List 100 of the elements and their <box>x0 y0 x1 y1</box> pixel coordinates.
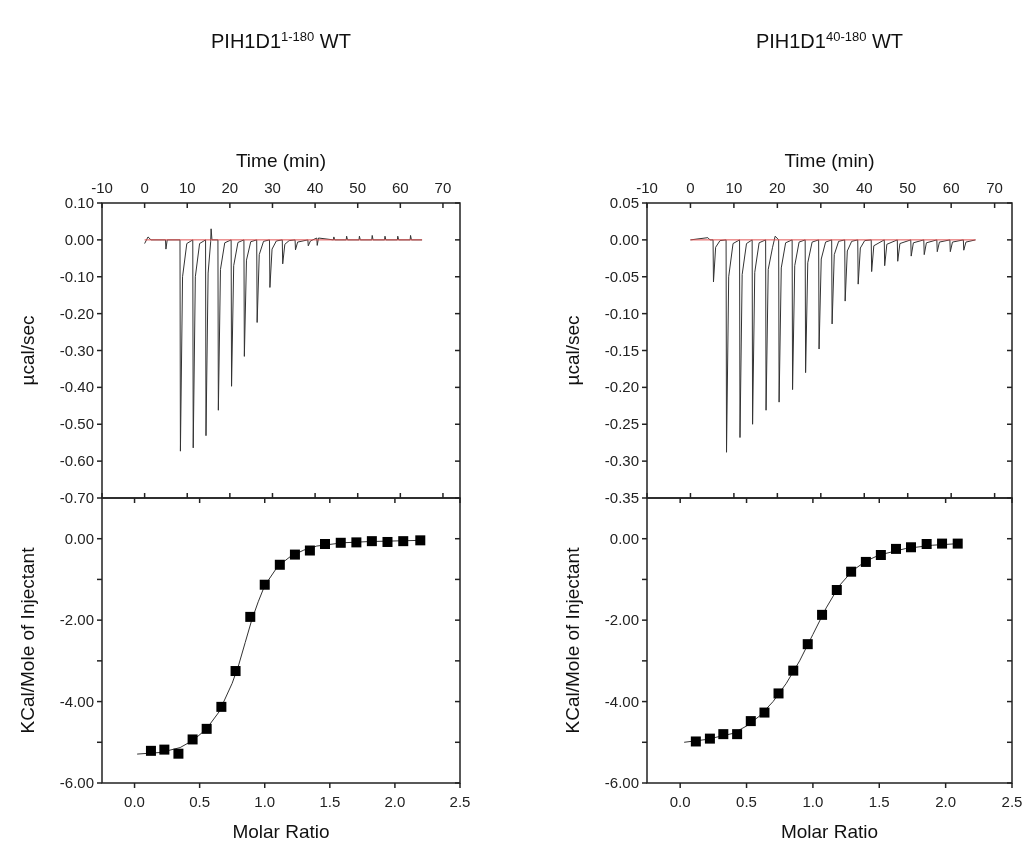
point <box>415 535 426 546</box>
point <box>398 536 409 547</box>
x-axis-title: Molar Ratio <box>780 821 879 842</box>
x-tick-label: 40 <box>306 179 324 196</box>
y-tick-label: -4.00 <box>604 692 639 710</box>
y-tick-label: -2.00 <box>59 611 94 629</box>
point <box>690 736 701 747</box>
y-axis-title: KCal/Mole of Injectant <box>562 546 583 734</box>
point <box>366 536 377 547</box>
point <box>891 543 901 554</box>
x-tick-label: 0.0 <box>124 793 145 810</box>
y-tick-label: 0.00 <box>64 529 94 547</box>
point <box>937 538 948 549</box>
x-tick-label: 1.0 <box>802 793 824 810</box>
y-tick-label: -6.00 <box>59 774 94 791</box>
point <box>875 550 886 560</box>
y-tick-label: 0.00 <box>64 230 94 248</box>
y-tick-label: -0.50 <box>59 415 94 433</box>
point <box>759 707 770 718</box>
point <box>159 744 170 755</box>
x-tick-label: 2.5 <box>449 793 471 810</box>
point <box>860 556 871 567</box>
x-tick-label: 1.5 <box>868 793 890 810</box>
point <box>906 542 916 553</box>
y-tick-label: -6.00 <box>604 774 639 791</box>
x-tick-label: 40 <box>855 179 873 196</box>
y-tick-label: -0.10 <box>59 267 94 285</box>
point <box>921 539 932 550</box>
chart-title: PIH1D1$^{40-180}$ WT <box>755 28 904 52</box>
point <box>718 729 729 740</box>
x-tick-label: 20 <box>221 179 239 196</box>
x-tick-label: 10 <box>178 179 196 196</box>
point <box>745 716 756 727</box>
y-axis-title: KCal/Mole of Injectant <box>17 546 38 734</box>
x-tick-label: -10 <box>636 179 658 196</box>
point <box>732 729 743 740</box>
y-tick-label: -0.10 <box>604 304 639 322</box>
x-tick-label: 20 <box>769 179 786 196</box>
y-tick-label: -0.05 <box>604 267 639 285</box>
point <box>173 748 184 759</box>
point <box>817 609 828 620</box>
y-tick-label: -0.70 <box>59 489 94 506</box>
y-tick-label: -0.40 <box>59 378 94 396</box>
y-axis-title: µcal/sec <box>17 315 38 386</box>
point <box>259 579 270 590</box>
x-tick-label: 0 <box>686 179 695 196</box>
point <box>289 549 300 560</box>
point <box>704 733 715 744</box>
x-axis-title: Time (min) <box>235 150 327 171</box>
x-tick-label: 0.5 <box>736 793 757 810</box>
x-tick-label: 2.0 <box>935 793 957 810</box>
point <box>145 745 156 756</box>
y-tick-label: 0.00 <box>609 230 639 248</box>
y-tick-label: -0.20 <box>604 378 639 396</box>
x-tick-label: 2.5 <box>1001 793 1023 810</box>
y-tick-label: -0.35 <box>604 489 639 506</box>
x-tick-label: 60 <box>391 179 409 196</box>
y-tick-label: 0.10 <box>64 194 94 211</box>
point <box>773 688 784 699</box>
point <box>335 537 346 548</box>
x-axis-title: Time (min) <box>784 150 875 171</box>
point <box>201 723 212 734</box>
point <box>187 734 198 745</box>
point <box>846 566 857 577</box>
point <box>952 538 963 549</box>
x-tick-label: 70 <box>986 179 1003 196</box>
point <box>216 701 227 712</box>
point <box>230 666 241 677</box>
y-tick-label: -0.30 <box>604 452 639 470</box>
chart-title: PIH1D1$^{1-180}$ WT <box>211 28 351 52</box>
x-tick-label: -10 <box>91 179 113 196</box>
x-tick-label: 30 <box>264 179 281 196</box>
y-axis-title: µcal/sec <box>562 315 583 386</box>
x-tick-label: 0.0 <box>669 793 691 810</box>
x-axis-title: Molar Ratio <box>232 821 330 842</box>
point <box>802 639 813 650</box>
x-tick-label: 2.0 <box>384 793 406 810</box>
x-tick-label: 1.0 <box>254 793 276 810</box>
point <box>831 585 842 596</box>
x-tick-label: 0.5 <box>189 793 211 810</box>
point <box>788 665 799 676</box>
x-tick-label: 10 <box>725 179 743 196</box>
point <box>320 539 330 550</box>
point <box>351 537 362 548</box>
y-tick-label: -0.30 <box>59 341 94 359</box>
x-tick-label: 0 <box>140 179 149 196</box>
y-tick-label: -4.00 <box>59 692 94 710</box>
point <box>304 545 315 556</box>
x-tick-label: 60 <box>942 179 960 196</box>
y-tick-label: 0.05 <box>609 194 639 211</box>
point <box>245 611 256 622</box>
x-tick-label: 30 <box>812 179 830 196</box>
y-tick-label: -0.25 <box>604 415 639 433</box>
x-tick-label: 50 <box>349 179 367 196</box>
y-tick-label: -0.15 <box>604 341 639 359</box>
x-tick-label: 70 <box>434 179 452 196</box>
y-tick-label: -0.60 <box>59 452 94 470</box>
point <box>274 559 285 570</box>
x-tick-label: 50 <box>899 179 917 196</box>
x-tick-label: 1.5 <box>319 793 341 810</box>
